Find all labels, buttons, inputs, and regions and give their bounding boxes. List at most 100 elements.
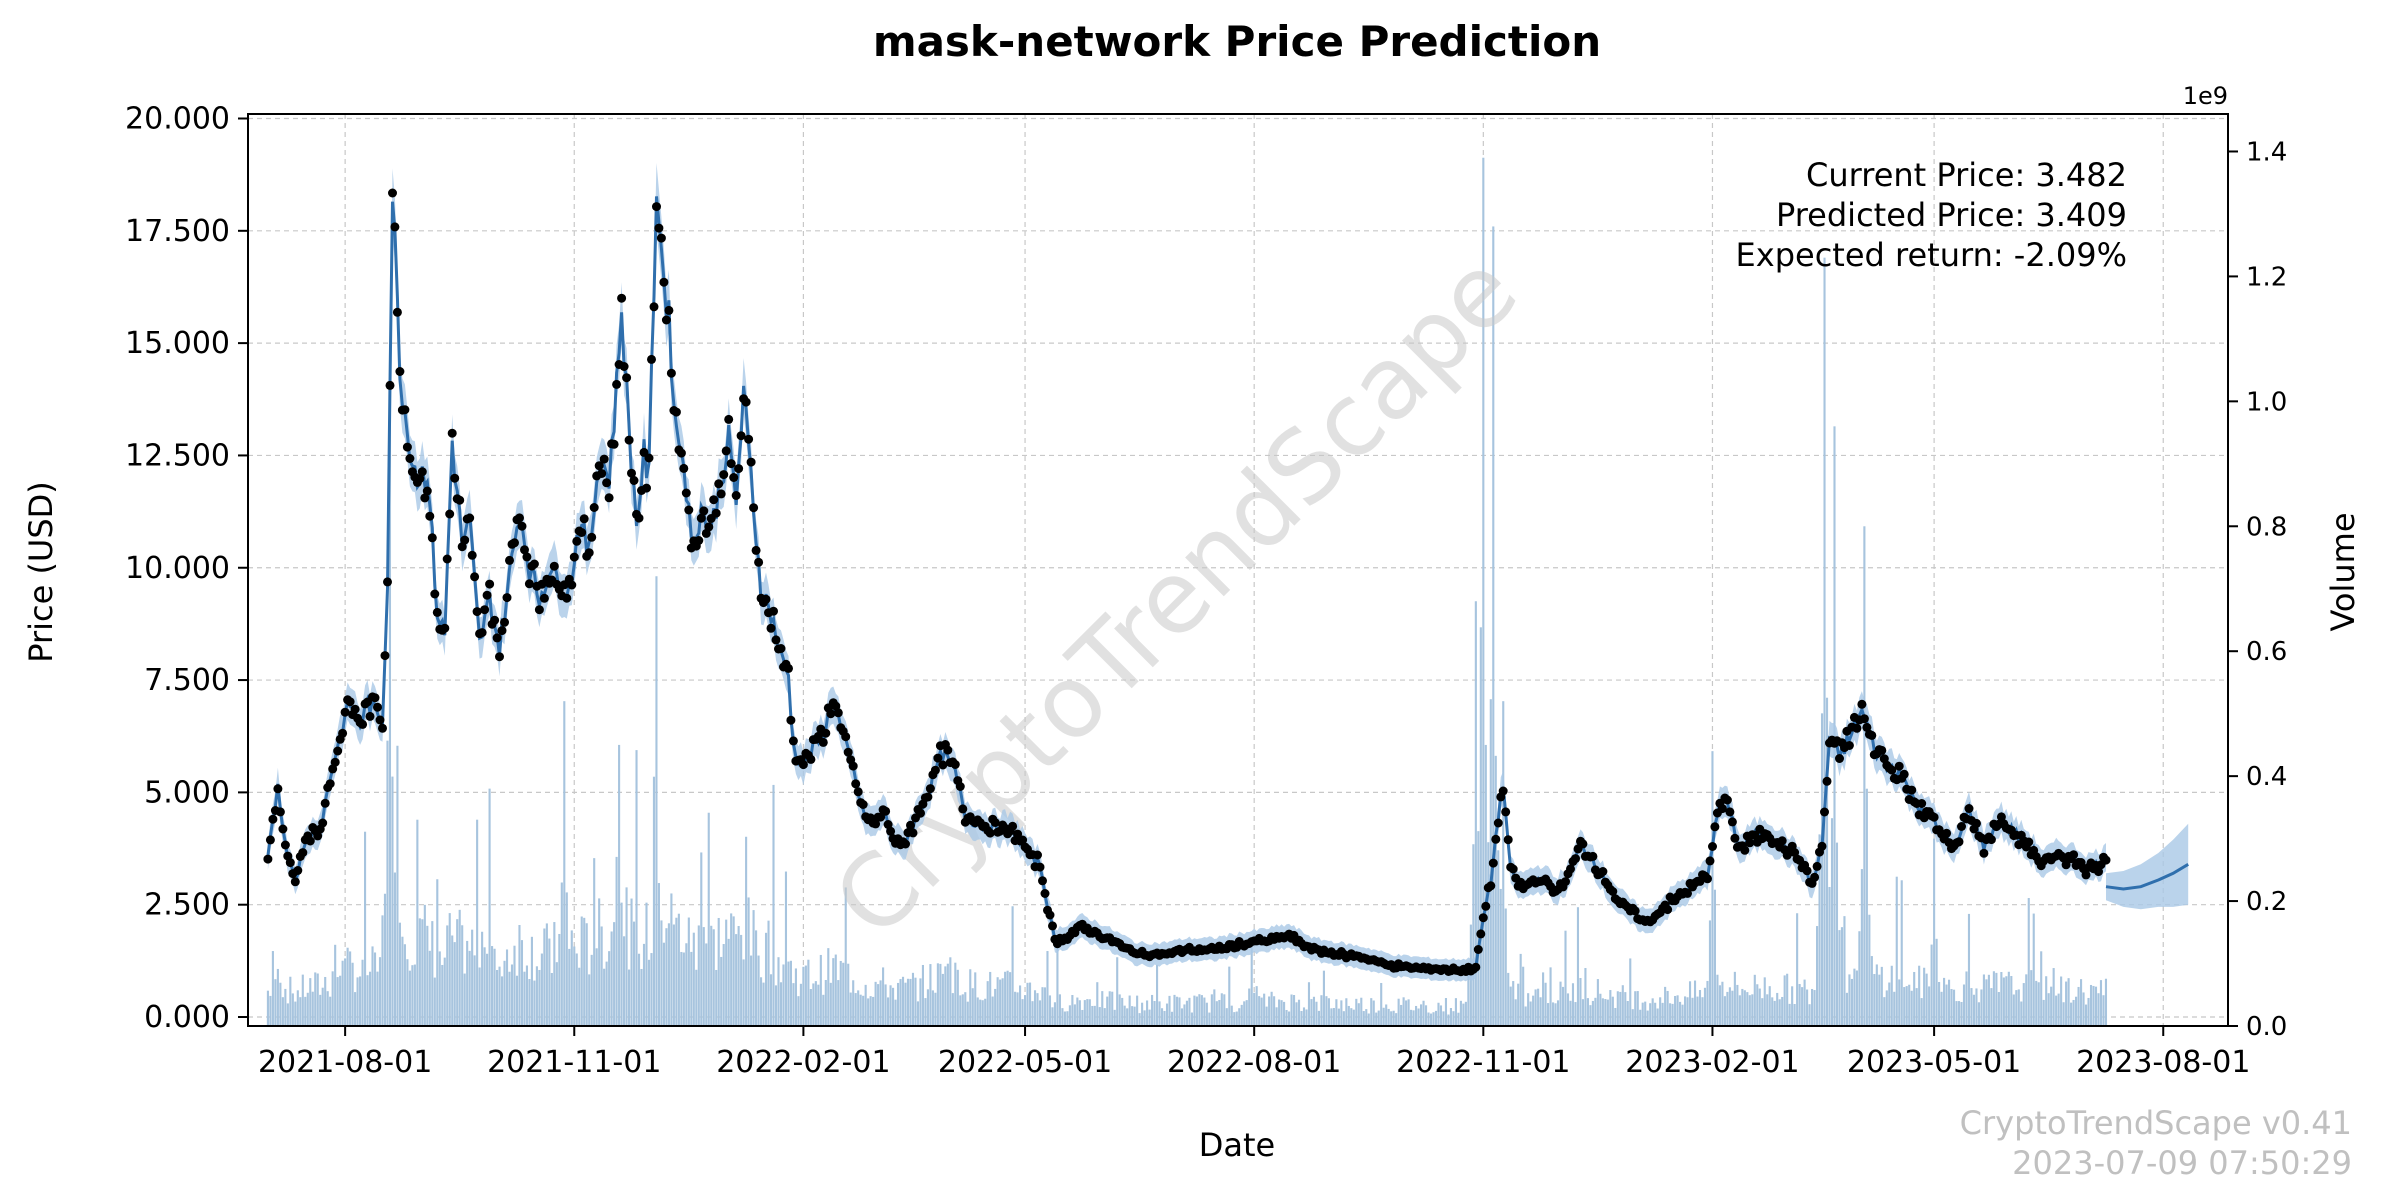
volume-bar bbox=[1270, 991, 1273, 1026]
volume-bar bbox=[1116, 957, 1119, 1026]
volume-bar bbox=[354, 992, 357, 1026]
price-point bbox=[634, 513, 644, 523]
volume-bar bbox=[453, 942, 456, 1026]
volume-bar bbox=[620, 902, 623, 1026]
volume-bar bbox=[824, 979, 827, 1026]
volume-bar bbox=[1793, 1003, 1796, 1026]
volume-bar bbox=[1183, 1004, 1186, 1026]
volume-bar bbox=[1576, 907, 1580, 1026]
volume-bar bbox=[1103, 1008, 1106, 1026]
y2-tick-label: 0.4 bbox=[2246, 762, 2287, 792]
volume-bar bbox=[662, 942, 665, 1026]
volume-bar bbox=[794, 968, 797, 1026]
volume-bar bbox=[889, 985, 892, 1026]
volume-bar bbox=[441, 964, 444, 1026]
price-point bbox=[340, 707, 350, 717]
volume-bar bbox=[376, 971, 379, 1026]
volume-bar bbox=[1551, 1002, 1555, 1026]
volume-bar bbox=[1559, 981, 1562, 1026]
y2-tick-label: 0.6 bbox=[2246, 637, 2287, 667]
price-point bbox=[881, 806, 891, 816]
volume-bar bbox=[1086, 999, 1089, 1026]
volume-bar bbox=[1208, 1012, 1211, 1026]
price-point bbox=[990, 818, 1000, 827]
price-point bbox=[1708, 842, 1717, 851]
volume-bar bbox=[1071, 995, 1074, 1026]
volume-bar bbox=[906, 978, 910, 1026]
price-point bbox=[1561, 877, 1570, 887]
chart-title: mask-network Price Prediction bbox=[873, 17, 1601, 66]
volume-bar bbox=[488, 788, 491, 1026]
volume-bar bbox=[1372, 1000, 1375, 1026]
volume-bar bbox=[1776, 992, 1779, 1026]
volume-bar bbox=[1332, 1008, 1335, 1026]
volume-bar bbox=[1980, 989, 1983, 1026]
volume-bar bbox=[1579, 978, 1582, 1026]
volume-bar bbox=[1820, 713, 1824, 1026]
volume-bar bbox=[1053, 1002, 1057, 1026]
volume-bar bbox=[660, 920, 663, 1026]
volume-bar bbox=[274, 979, 277, 1026]
volume-bar bbox=[1532, 995, 1535, 1026]
price-point bbox=[390, 222, 400, 232]
volume-bar bbox=[1205, 1002, 1208, 1026]
volume-bar bbox=[1419, 1004, 1423, 1026]
volume-bar bbox=[468, 950, 471, 1026]
volume-bar bbox=[319, 994, 322, 1026]
volume-bar bbox=[924, 998, 927, 1026]
volume-bar bbox=[1335, 999, 1338, 1026]
volume-bar bbox=[884, 984, 887, 1026]
volume-bar bbox=[1141, 1002, 1144, 1026]
volume-bar bbox=[1584, 968, 1587, 1026]
volume-bar bbox=[712, 929, 715, 1026]
price-point bbox=[442, 554, 452, 564]
volume-bar bbox=[1439, 1005, 1443, 1026]
price-point bbox=[290, 877, 300, 887]
volume-bar bbox=[2104, 978, 2108, 1026]
price-point bbox=[275, 807, 285, 817]
price-point bbox=[1954, 837, 1964, 847]
volume-bar bbox=[610, 931, 613, 1026]
volume-bar bbox=[827, 948, 830, 1026]
volume-bar bbox=[896, 982, 900, 1026]
price-point bbox=[622, 373, 632, 383]
price-point bbox=[754, 557, 764, 567]
volume-bar bbox=[483, 947, 486, 1026]
price-point bbox=[492, 633, 502, 643]
price-point bbox=[950, 760, 960, 769]
volume-bar bbox=[1056, 942, 1059, 1026]
volume-bar bbox=[495, 969, 499, 1026]
price-point bbox=[465, 513, 475, 523]
volume-bar bbox=[463, 973, 466, 1026]
volume-bar bbox=[1340, 1000, 1343, 1026]
volume-bar bbox=[951, 993, 954, 1026]
forecast-line bbox=[2105, 863, 2189, 891]
volume-bar bbox=[1940, 991, 1943, 1026]
volume-bar bbox=[1746, 992, 1749, 1026]
volume-bar bbox=[478, 967, 481, 1026]
volume-bar bbox=[299, 997, 302, 1026]
volume-bar bbox=[1173, 994, 1176, 1026]
price-point bbox=[445, 509, 455, 519]
volume-bar bbox=[356, 977, 359, 1026]
volume-bar bbox=[1068, 1005, 1071, 1026]
volume-bar bbox=[1751, 994, 1754, 1026]
volume-bar bbox=[1001, 978, 1004, 1026]
volume-bar bbox=[901, 976, 905, 1026]
volume-bar bbox=[1283, 1001, 1286, 1026]
volume-bar bbox=[1683, 996, 1687, 1026]
price-point bbox=[505, 555, 514, 565]
volume-bar bbox=[1063, 1011, 1066, 1026]
volume-bar bbox=[563, 701, 566, 1026]
volume-bar bbox=[1352, 1009, 1355, 1026]
volume-bar bbox=[637, 953, 641, 1026]
volume-bar bbox=[779, 982, 783, 1026]
volume-bar bbox=[1028, 982, 1032, 1026]
volume-bar bbox=[1601, 998, 1604, 1026]
volume-bar bbox=[670, 893, 673, 1026]
price-point bbox=[1907, 785, 1917, 795]
volume-bar bbox=[1297, 999, 1301, 1026]
volume-bar bbox=[974, 972, 977, 1026]
volume-bar bbox=[1061, 1008, 1064, 1026]
volume-bar bbox=[476, 819, 479, 1026]
